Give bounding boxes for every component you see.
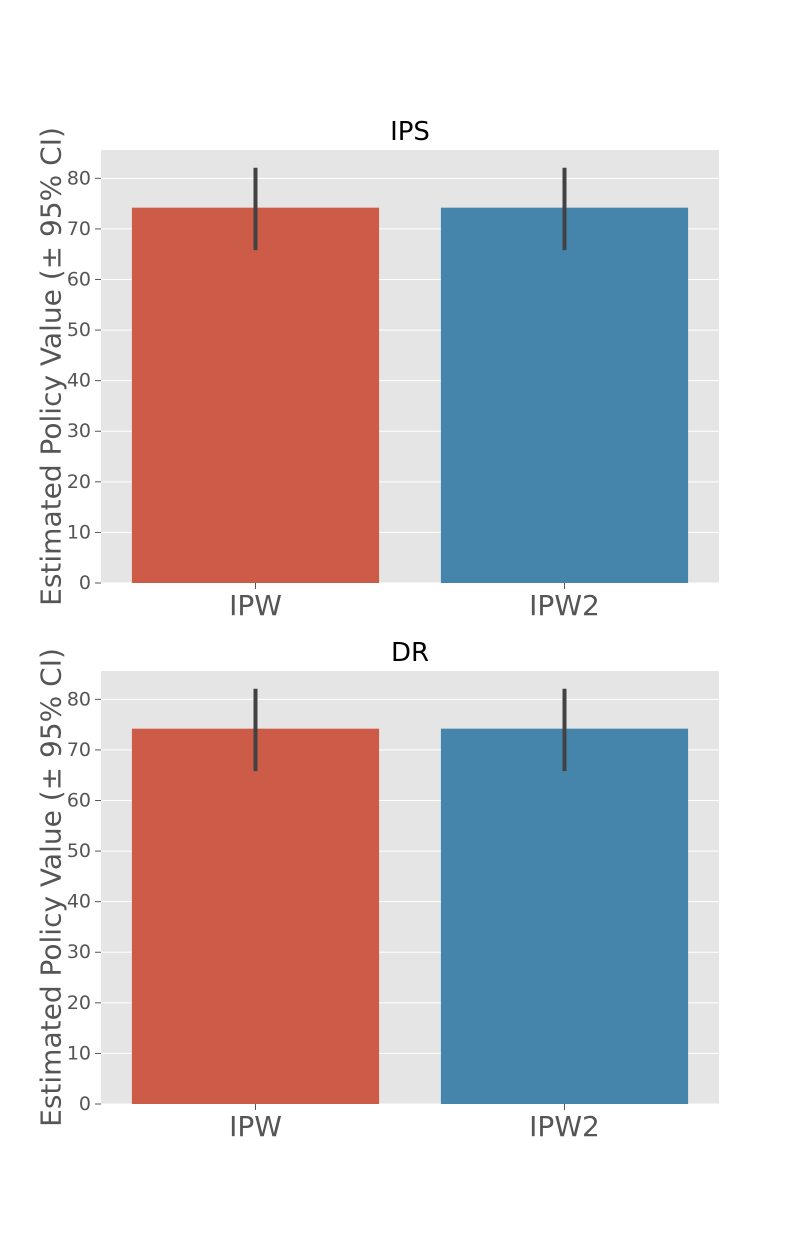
chart-title: DR xyxy=(391,638,429,668)
y-tick-label: 50 xyxy=(67,840,91,862)
x-tick-label: IPW xyxy=(229,589,282,622)
y-tick-label: 20 xyxy=(67,992,91,1014)
y-tick-label: 40 xyxy=(67,891,91,913)
x-tick-label: IPW2 xyxy=(529,1110,600,1143)
y-tick-label: 30 xyxy=(67,420,91,442)
y-tick-label: 0 xyxy=(79,1093,91,1115)
y-tick-label: 50 xyxy=(67,319,91,341)
y-axis-label: Estimated Policy Value (± 95% CI) xyxy=(35,127,68,606)
y-tick-label: 0 xyxy=(79,572,91,594)
chart-panel-ips: 0 10 20 30 40 50 60 70 80 IPW IPW2 IPS Estimated Pol… xyxy=(35,117,719,622)
y-tick-label: 70 xyxy=(67,739,91,761)
y-tick-label: 60 xyxy=(67,789,91,811)
y-tick-label: 80 xyxy=(67,688,91,710)
bar-ipw2 xyxy=(440,207,689,583)
y-tick-label: 80 xyxy=(67,167,91,189)
x-tick-label: IPW2 xyxy=(529,589,600,622)
x-tick-label: IPW xyxy=(229,1110,282,1143)
y-tick-label: 20 xyxy=(67,471,91,493)
y-tick-label: 10 xyxy=(67,1042,91,1064)
bar-ipw xyxy=(131,728,380,1104)
bar-ipw2 xyxy=(440,728,689,1104)
y-tick-label: 60 xyxy=(67,268,91,290)
y-axis-label: Estimated Policy Value (± 95% CI) xyxy=(35,648,68,1127)
y-tick-label: 70 xyxy=(67,218,91,240)
chart-panel-dr: 0 10 20 30 40 50 60 70 80 IPW IPW2 DR Estimated Poli… xyxy=(35,638,719,1143)
chart-title: IPS xyxy=(390,117,430,147)
y-tick-label: 30 xyxy=(67,941,91,963)
y-tick-label: 10 xyxy=(67,521,91,543)
y-tick-label: 40 xyxy=(67,370,91,392)
bar-ipw xyxy=(131,207,380,583)
